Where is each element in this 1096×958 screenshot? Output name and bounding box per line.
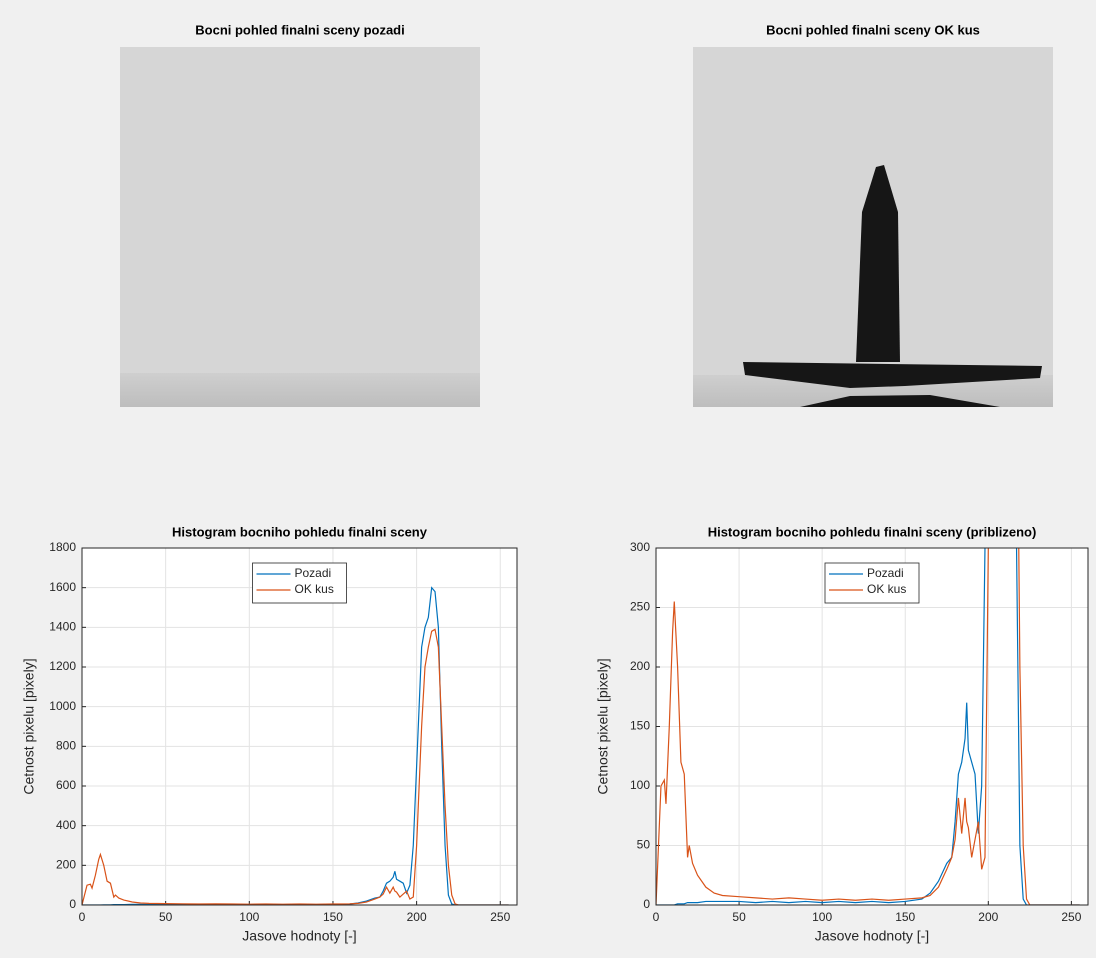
y-tick-label: 0 bbox=[69, 897, 76, 911]
y-tick-label: 50 bbox=[637, 838, 651, 852]
axes-box bbox=[655, 547, 1089, 906]
legend-label: Pozadi bbox=[867, 566, 904, 580]
y-tick-label: 200 bbox=[630, 659, 650, 673]
image-title: Bocni pohled finalni sceny OK kus bbox=[766, 22, 980, 37]
series-line bbox=[656, 548, 1080, 905]
y-tick-label: 250 bbox=[630, 600, 650, 614]
legend-label: OK kus bbox=[867, 582, 906, 596]
pin-flange bbox=[743, 362, 1042, 388]
image bbox=[120, 47, 480, 407]
shadow bbox=[800, 395, 1000, 407]
y-tick-label: 300 bbox=[630, 540, 650, 554]
y-tick-label: 1000 bbox=[49, 699, 76, 713]
image-title: Bocni pohled finalni sceny pozadi bbox=[195, 22, 404, 37]
y-tick-label: 1200 bbox=[49, 659, 76, 673]
y-tick-label: 150 bbox=[630, 719, 650, 733]
y-tick-label: 400 bbox=[56, 818, 76, 832]
y-tick-label: 100 bbox=[630, 778, 650, 792]
legend: Pozadi OK kus bbox=[824, 562, 920, 604]
y-tick-label: 1600 bbox=[49, 580, 76, 594]
chart: 0 50 100 150 200 250 0 200 400 600 800 1000 1200 1400… bbox=[21, 524, 518, 944]
legend-label: Pozadi bbox=[295, 566, 332, 580]
x-axis-label: Jasove hodnoty [-] bbox=[242, 928, 356, 944]
y-tick-label: 200 bbox=[56, 858, 76, 872]
x-tick-label: 0 bbox=[79, 910, 86, 924]
legend-label: OK kus bbox=[295, 582, 334, 596]
y-tick-label: 800 bbox=[56, 739, 76, 753]
x-tick-label: 0 bbox=[653, 910, 660, 924]
x-tick-label: 250 bbox=[1061, 910, 1081, 924]
y-axis-label: Cetnost pixelu [pixely] bbox=[21, 658, 37, 794]
x-tick-label: 100 bbox=[239, 910, 259, 924]
y-tick-label: 0 bbox=[643, 897, 650, 911]
axes-box bbox=[81, 547, 518, 906]
x-tick-label: 200 bbox=[978, 910, 998, 924]
x-tick-label: 50 bbox=[159, 910, 173, 924]
y-tick-label: 600 bbox=[56, 778, 76, 792]
series-line bbox=[82, 628, 509, 905]
legend-box bbox=[824, 562, 920, 604]
x-tick-label: 150 bbox=[895, 910, 915, 924]
x-tick-label: 50 bbox=[732, 910, 746, 924]
y-tick-label: 1400 bbox=[49, 620, 76, 634]
y-axis-label: Cetnost pixelu [pixely] bbox=[595, 658, 611, 794]
x-tick-label: 200 bbox=[407, 910, 427, 924]
series-line bbox=[656, 548, 1080, 905]
x-tick-label: 250 bbox=[490, 910, 510, 924]
chart-title: Histogram bocniho pohledu finalni sceny … bbox=[708, 524, 1037, 539]
legend-box bbox=[252, 562, 347, 604]
image-panel: Bocni pohled finalni sceny OK kus bbox=[693, 22, 1053, 407]
y-tick-label: 1800 bbox=[49, 540, 76, 554]
chart-title: Histogram bocniho pohledu finalni sceny bbox=[172, 524, 428, 539]
x-tick-label: 150 bbox=[323, 910, 343, 924]
x-tick-label: 100 bbox=[812, 910, 832, 924]
x-axis-label: Jasove hodnoty [-] bbox=[815, 928, 929, 944]
legend: Pozadi OK kus bbox=[252, 562, 347, 604]
pin-shaft bbox=[856, 165, 900, 362]
image-panel: Bocni pohled finalni sceny pozadi bbox=[120, 22, 480, 407]
chart: 0 50 100 150 200 250 0 50 100 150 200 250 300 Histogr… bbox=[595, 524, 1089, 944]
image-floor bbox=[120, 373, 480, 407]
